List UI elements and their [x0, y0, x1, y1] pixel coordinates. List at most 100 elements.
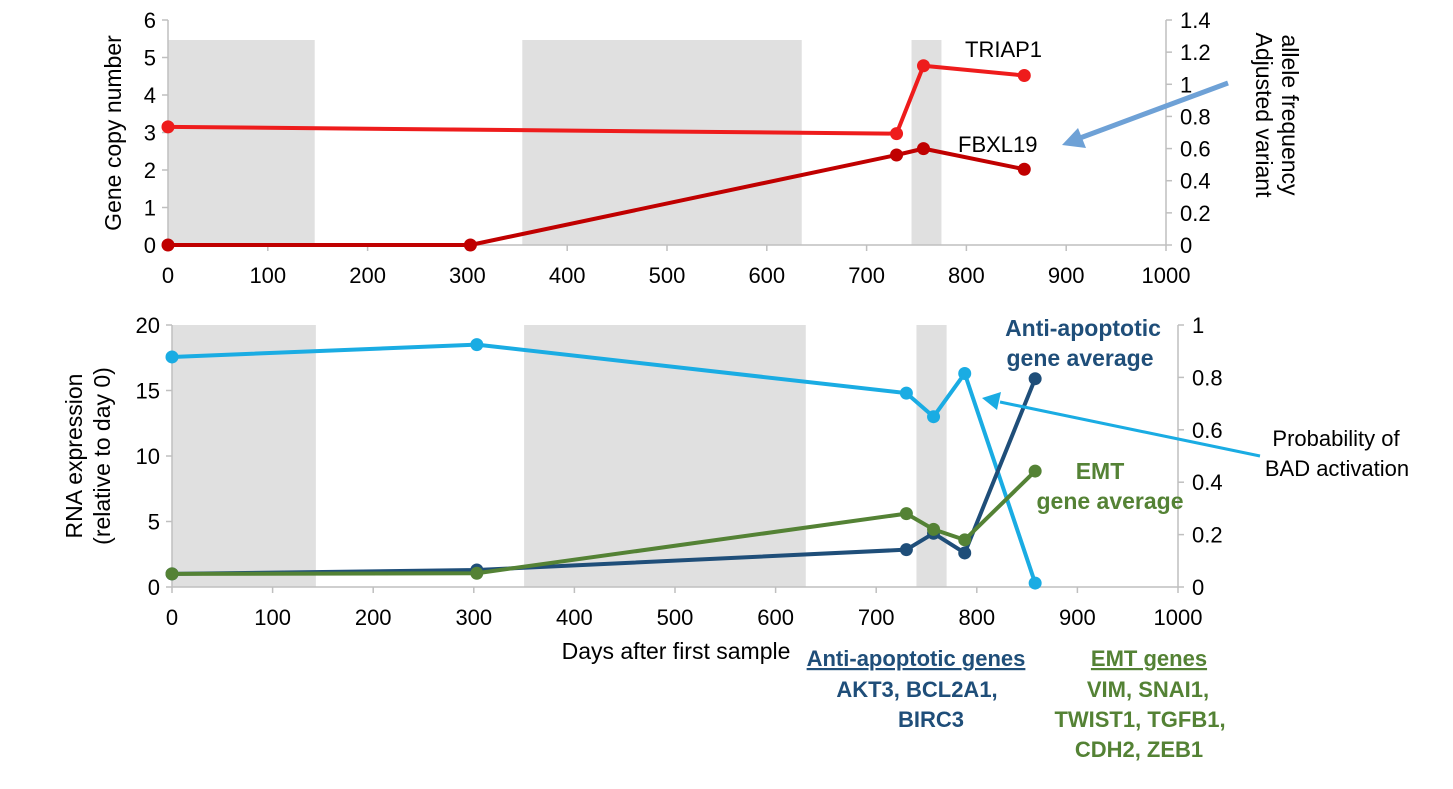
- probability-of-bad-activation-point: [927, 410, 941, 424]
- anti-apoptotic-genes-line-2: BIRC3: [898, 707, 964, 732]
- bottom-ticks: 0 100 200 300 400 500 600 700 800 900 100005101520…: [136, 313, 1223, 630]
- bad-activation-label-line-2: BAD activation: [1265, 456, 1409, 481]
- emt-gene-average-point: [899, 507, 913, 521]
- probability-of-bad-activation-point: [470, 338, 484, 352]
- top-x-tick-label: 200: [349, 263, 386, 288]
- fbxl19-point: [463, 238, 477, 252]
- bottom-y-tick-label: 10: [136, 444, 160, 469]
- anti-apoptotic-gene-average-point: [958, 546, 972, 560]
- bottom-y2-tick-label: 1: [1192, 313, 1204, 338]
- top-y-tick-label: 5: [144, 46, 156, 71]
- anti-apoptotic-gene-average-point: [1028, 372, 1042, 386]
- top-y-tick-label: 0: [144, 233, 156, 258]
- emt-genes-line-3: CDH2, ZEB1: [1075, 737, 1203, 762]
- top-y2-axis-title-line-1: Adjusted variant: [1251, 33, 1277, 199]
- bottom-x-tick-label: 800: [958, 605, 995, 630]
- triap1-label: TRIAP1: [965, 37, 1042, 62]
- top-shaded-interval-1: [522, 40, 802, 245]
- emt-genes-heading: EMT genes: [1091, 646, 1207, 671]
- top-shaded-interval-0: [168, 40, 315, 245]
- bottom-y2-tick-label: 0.6: [1192, 418, 1223, 443]
- anti-apoptotic-genes-heading: Anti-apoptotic genes: [807, 646, 1026, 671]
- probability-of-bad-activation-point: [899, 386, 913, 400]
- top-y2-tick-label: 1: [1180, 72, 1192, 97]
- bottom-y2-tick-label: 0: [1192, 575, 1204, 600]
- emt-gene-average-point: [958, 533, 972, 547]
- bottom-shaded-interval-0: [172, 325, 316, 587]
- bottom-y-axis-title-line-1: RNA expression: [61, 374, 87, 539]
- anti-apoptotic-label-line-1: Anti-apoptotic: [1005, 315, 1161, 341]
- bottom-shaded-interval-1: [524, 325, 806, 587]
- top-x-tick-label: 900: [1048, 263, 1085, 288]
- bottom-x-tick-label: 500: [657, 605, 694, 630]
- bottom-x-tick-label: 100: [254, 605, 291, 630]
- emt-label-line-2: gene average: [1036, 488, 1183, 514]
- bottom-shaded-interval-2: [916, 325, 947, 587]
- top-y2-tick-label: 0.4: [1180, 169, 1211, 194]
- top-x-tick-label: 0: [162, 263, 174, 288]
- bottom-panel: 0 100 200 300 400 500 600 700 800 900 100005101520…: [61, 313, 1409, 664]
- top-y2-tick-label: 0.2: [1180, 201, 1211, 226]
- emt-gene-average-line: [171, 469, 1037, 576]
- top-x-tick-label: 1000: [1142, 263, 1191, 288]
- top-y-tick-label: 6: [144, 8, 156, 33]
- gene-list-emt: EMT genes VIM, SNAI1, TWIST1, TGFB1, CDH…: [1054, 646, 1225, 762]
- probability-of-bad-activation-point: [1028, 576, 1042, 590]
- top-y-tick-label: 3: [144, 121, 156, 146]
- bottom-y-tick-label: 5: [148, 510, 160, 535]
- bottom-series: [165, 338, 1042, 590]
- top-ticks: 0 100 200 300 400 500 600 700 800 900 1000 0 1 2 3 4 5 6 0…: [144, 8, 1211, 288]
- top-shading: [168, 40, 942, 245]
- emt-gene-average-point: [470, 566, 484, 580]
- emt-gene-average-point: [1028, 464, 1042, 478]
- x-axis-title: Days after first sample: [562, 638, 791, 664]
- anti-apoptotic-gene-average-point: [899, 543, 913, 557]
- bottom-x-tick-label: 1000: [1154, 605, 1203, 630]
- bottom-y-tick-label: 15: [136, 379, 160, 404]
- triap1-point: [916, 59, 930, 73]
- emt-genes-line-2: TWIST1, TGFB1,: [1054, 707, 1225, 732]
- anti-apoptotic-gene-average-line: [171, 377, 1038, 576]
- anti-apoptotic-genes-line-1: AKT3, BCL2A1,: [836, 677, 997, 702]
- top-y-axis-title: Gene copy number: [100, 35, 126, 231]
- top-x-tick-label: 700: [848, 263, 885, 288]
- top-x-tick-label: 500: [649, 263, 686, 288]
- fbxl19-point: [1017, 162, 1031, 176]
- bottom-x-tick-label: 600: [757, 605, 794, 630]
- fbxl19-label: FBXL19: [958, 132, 1038, 157]
- triap1-point: [1017, 69, 1031, 82]
- bottom-y2-tick-label: 0.4: [1192, 470, 1223, 495]
- top-y2-axis-title-line-2: allele frequency: [1277, 34, 1303, 196]
- bottom-y-tick-label: 0: [148, 575, 160, 600]
- top-x-tick-label: 100: [249, 263, 286, 288]
- fbxl19-point: [890, 148, 904, 162]
- probability-of-bad-activation-point: [958, 366, 972, 380]
- top-series: [161, 59, 1031, 252]
- top-y-tick-label: 4: [144, 83, 156, 108]
- gene-list-anti-apoptotic: Anti-apoptotic genes AKT3, BCL2A1, BIRC3: [807, 646, 1026, 732]
- triap1-point: [161, 120, 175, 134]
- bottom-y2-tick-label: 0.2: [1192, 523, 1223, 548]
- bottom-y-tick-label: 20: [136, 313, 160, 338]
- top-y2-tick-label: 1.2: [1180, 40, 1211, 65]
- probability-of-bad-activation-point: [165, 350, 179, 364]
- emt-label-line-1: EMT: [1076, 458, 1125, 484]
- top-x-tick-label: 600: [748, 263, 785, 288]
- bottom-x-tick-label: 700: [858, 605, 895, 630]
- top-y2-tick-label: 0: [1180, 233, 1192, 258]
- top-y2-tick-label: 0.8: [1180, 104, 1211, 129]
- bottom-y-axis-title-line-2: (relative to day 0): [89, 367, 115, 545]
- top-panel: 0 100 200 300 400 500 600 700 800 900 1000 0 1 2 3 4 5 6 0…: [100, 8, 1303, 288]
- bottom-x-tick-label: 400: [556, 605, 593, 630]
- emt-genes-line-1: VIM, SNAI1,: [1087, 677, 1209, 702]
- top-y2-tick-label: 1.4: [1180, 8, 1211, 33]
- allele-frequency-arrow: [1062, 80, 1229, 148]
- bottom-x-tick-label: 900: [1059, 605, 1096, 630]
- bottom-shading: [172, 325, 947, 587]
- triap1-line: [167, 63, 1025, 136]
- emt-gene-average-point: [927, 522, 941, 536]
- top-x-tick-label: 300: [449, 263, 486, 288]
- top-y2-tick-label: 0.6: [1180, 137, 1211, 162]
- bottom-y2-tick-label: 0.8: [1192, 365, 1223, 390]
